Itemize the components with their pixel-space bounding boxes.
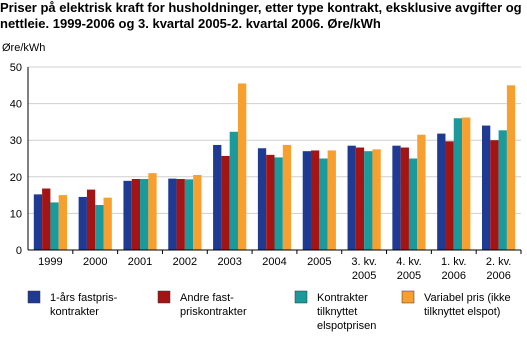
bar — [237, 83, 247, 250]
bar — [33, 194, 43, 250]
legend-label: Andre fast-priskontrakter — [180, 292, 247, 318]
bar — [417, 134, 426, 250]
bar — [184, 179, 194, 250]
x-tick-label: 1999 — [38, 256, 62, 268]
bar — [364, 151, 373, 250]
x-tick-label: 2002 — [173, 256, 197, 268]
bar — [498, 130, 507, 250]
bar — [445, 141, 454, 250]
x-tick-label: 1. kv. 2006 — [441, 256, 466, 282]
bar — [347, 145, 356, 250]
bar — [148, 173, 157, 250]
bar — [229, 131, 238, 250]
legend-label: Variabel pris (ikke tilknyttet elspot) — [424, 292, 511, 318]
bar — [437, 133, 446, 250]
legend-label: Kontrakter tilknyttet elspotprisen — [317, 292, 376, 332]
bar — [506, 85, 516, 250]
bar — [319, 158, 328, 250]
bar — [58, 195, 68, 250]
bar — [481, 125, 491, 250]
title-box: Priser på elektrisk kraft for husholdnin… — [0, 0, 522, 31]
x-tick-label: 2004 — [262, 256, 286, 268]
chart-title: Priser på elektrisk kraft for husholdnin… — [0, 0, 522, 31]
legend-swatch — [27, 290, 41, 304]
x-tick-label: 4. kv. 2005 — [396, 256, 421, 282]
bar — [392, 145, 401, 250]
bar — [408, 158, 418, 250]
x-tick-label: 2003 — [217, 256, 241, 268]
x-tick-label: 2005 — [307, 256, 331, 268]
bar — [86, 189, 96, 250]
x-tick-label: 2. kv. 2006 — [486, 256, 511, 282]
bar — [302, 151, 312, 250]
bar — [50, 202, 59, 250]
y-axis-label: Øre/kWh — [2, 42, 45, 54]
y-tick-label: 30 — [10, 135, 22, 147]
bar — [282, 144, 292, 250]
legend-swatch — [401, 290, 415, 304]
bar — [78, 196, 87, 250]
x-tick-label: 3. kv. 2005 — [351, 256, 376, 282]
y-tick-label: 50 — [10, 62, 22, 74]
x-tick-label: 2000 — [83, 256, 107, 268]
y-tick-label: 0 — [16, 245, 22, 257]
legend-swatch — [157, 290, 171, 304]
bar — [213, 144, 222, 250]
bar — [372, 149, 381, 250]
bar — [327, 150, 336, 250]
bar — [274, 157, 283, 250]
bar — [95, 204, 104, 250]
bar — [311, 150, 320, 250]
bar — [462, 117, 471, 251]
bar — [266, 154, 275, 250]
y-tick-label: 20 — [10, 172, 22, 184]
y-tick-label: 10 — [10, 208, 22, 220]
bar — [103, 197, 112, 250]
y-tick-label: 40 — [10, 99, 22, 111]
bar — [140, 178, 149, 250]
legend-label: 1-års fastpris-kontrakter — [50, 292, 118, 318]
bar — [123, 180, 132, 250]
bar — [176, 178, 185, 250]
bar — [453, 118, 463, 251]
legend-swatch — [294, 290, 308, 304]
bar — [193, 174, 202, 250]
bar — [42, 188, 51, 250]
bar — [400, 147, 409, 250]
bar — [221, 155, 230, 250]
bar — [355, 147, 365, 250]
bar — [131, 178, 141, 250]
bar — [168, 178, 177, 250]
bar — [490, 140, 499, 250]
bar — [257, 148, 267, 250]
x-tick-label: 2001 — [128, 256, 152, 268]
